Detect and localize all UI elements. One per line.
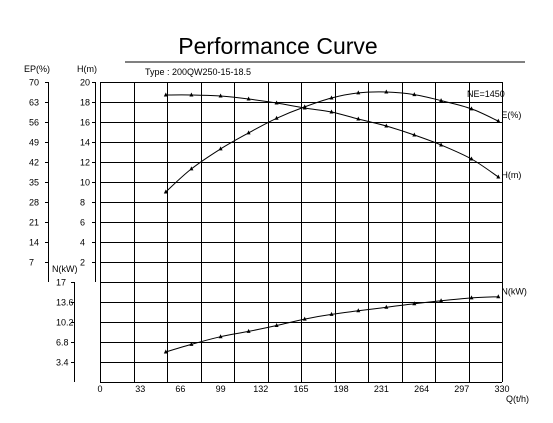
ep-tick-label: 56 — [29, 118, 39, 128]
ep-data-point — [329, 95, 334, 100]
ep-data-point — [302, 104, 307, 109]
ep-tick-label: 42 — [29, 158, 39, 168]
ep-data-point — [189, 166, 194, 171]
ep-tick-label: 14 — [29, 238, 39, 248]
ep-tick-label: 70 — [29, 78, 39, 88]
n-tick-label: 3.4 — [56, 358, 69, 368]
ep-data-point — [412, 92, 417, 97]
h-data-point — [218, 93, 223, 98]
n-data-point — [189, 341, 194, 346]
h-data-point — [274, 100, 279, 105]
x-tick-label: 0 — [97, 384, 102, 394]
ep-data-point — [163, 189, 168, 194]
x-tick-label: 165 — [293, 384, 308, 394]
n-tick-label: 10.2 — [56, 318, 74, 328]
ep-tick-label: 21 — [29, 218, 39, 228]
ep-data-point — [274, 115, 279, 120]
x-tick-label: 99 — [216, 384, 226, 394]
n-data-point — [302, 316, 307, 321]
h-tick-label: 6 — [80, 218, 85, 228]
ep-tick-label: 35 — [29, 178, 39, 188]
h-data-point — [412, 132, 417, 137]
ep-axis-title: EP(%) — [24, 64, 50, 74]
speed-annotation: NE=1450 — [467, 89, 505, 99]
h-tick-label: 16 — [80, 118, 90, 128]
x-tick-label: 33 — [135, 384, 145, 394]
ep-data-point — [439, 98, 444, 103]
h-series-label: H(m) — [501, 170, 521, 180]
h-curve — [165, 94, 499, 178]
h-tick-label: 4 — [80, 238, 85, 248]
ep-data-point — [496, 118, 501, 123]
x-tick-label: 198 — [334, 384, 349, 394]
axes: 0 33 66 99 132 165 198 231 264 297 330706356494235… — [29, 78, 510, 395]
ep-tick-label: 49 — [29, 138, 39, 148]
n-data-point — [469, 295, 474, 300]
h-data-point — [189, 92, 194, 97]
x-tick-label: 330 — [494, 384, 509, 394]
h-tick-label: 2 — [80, 258, 85, 268]
h-tick-label: 20 — [80, 78, 90, 88]
ep-tick-label: 28 — [29, 198, 39, 208]
n-data-point — [356, 308, 361, 313]
h-data-point — [329, 109, 334, 114]
h-data-point — [246, 96, 251, 101]
h-tick-label: 12 — [80, 158, 90, 168]
n-data-point — [274, 323, 279, 327]
n-curve — [165, 296, 499, 353]
h-tick-label: 18 — [80, 98, 90, 108]
pump-type-label: Type : 200QW250-15-18.5 — [145, 67, 251, 77]
n-tick-label: 13.6 — [56, 298, 74, 308]
n-data-point — [439, 298, 444, 303]
x-tick-label: 264 — [414, 384, 429, 394]
n-data-point — [163, 349, 168, 354]
n-tick-label: 17 — [56, 278, 66, 288]
h-data-point — [469, 156, 474, 161]
n-data-point — [218, 334, 223, 339]
h-tick-label: 8 — [80, 198, 85, 208]
n-axis-title: N(kW) — [52, 264, 78, 274]
h-axis-title: H(m) — [77, 64, 97, 74]
chart-title: Performance Curve — [178, 33, 377, 59]
h-data-point — [439, 142, 444, 147]
ep-series-label: E(%) — [501, 110, 521, 120]
n-data-point — [412, 301, 417, 306]
ep-data-point — [469, 106, 474, 111]
x-axis-title: Q(t/h) — [506, 394, 529, 404]
grid — [100, 82, 503, 383]
ep-tick-label: 7 — [29, 258, 34, 268]
x-tick-label: 297 — [454, 384, 469, 394]
n-series-label: N(kW) — [501, 287, 527, 297]
x-tick-label: 132 — [253, 384, 268, 394]
x-tick-label: 231 — [374, 384, 389, 394]
h-data-point — [356, 116, 361, 121]
h-tick-label: 14 — [80, 138, 90, 148]
ep-data-point — [218, 146, 223, 151]
n-tick-label: 6.8 — [56, 338, 69, 348]
h-data-point — [163, 92, 168, 97]
curves: H(m) E(%) N(kW) — [163, 89, 527, 354]
n-data-point — [329, 311, 334, 316]
h-data-point — [384, 123, 389, 128]
x-tick-label: 66 — [175, 384, 185, 394]
ep-data-point — [356, 90, 361, 95]
n-data-point — [496, 294, 501, 299]
n-data-point — [384, 304, 389, 309]
ep-data-point — [246, 130, 251, 135]
h-data-point — [496, 174, 501, 179]
ep-tick-label: 63 — [29, 98, 39, 108]
h-tick-label: 10 — [80, 178, 90, 188]
ep-data-point — [384, 89, 389, 94]
n-data-point — [246, 328, 251, 333]
ep-curve — [165, 91, 499, 193]
